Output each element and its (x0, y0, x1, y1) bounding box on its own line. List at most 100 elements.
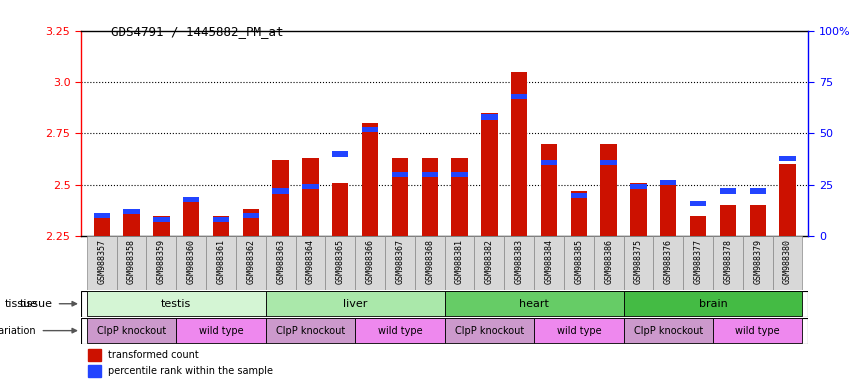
Bar (564, 236, 594, 290)
Bar (594, 236, 624, 290)
Bar (391, 158, 408, 236)
Bar (631, 184, 647, 189)
Bar (750, 205, 766, 236)
Bar (475, 236, 505, 290)
Bar (683, 236, 713, 290)
Bar (355, 318, 445, 343)
Bar (511, 72, 528, 236)
Text: tissue: tissue (20, 299, 53, 309)
Bar (534, 236, 564, 290)
Bar (183, 197, 199, 236)
Bar (94, 213, 110, 218)
Text: ClpP knockout: ClpP knockout (454, 326, 524, 336)
Bar (332, 183, 348, 236)
Text: heart: heart (519, 299, 549, 309)
Bar (444, 291, 624, 316)
Bar (720, 205, 736, 236)
Bar (213, 217, 229, 222)
Bar (89, 365, 101, 377)
Text: wild type: wild type (557, 326, 601, 336)
Bar (481, 113, 498, 236)
Text: GSM988379: GSM988379 (753, 239, 762, 284)
Bar (481, 114, 498, 119)
Bar (213, 216, 229, 236)
Text: GSM988360: GSM988360 (186, 239, 196, 284)
Bar (414, 236, 444, 290)
Bar (713, 236, 743, 290)
Bar (146, 236, 176, 290)
Bar (780, 156, 796, 161)
Text: GSM988375: GSM988375 (634, 239, 643, 284)
Bar (266, 291, 444, 316)
Bar (385, 236, 414, 290)
Bar (720, 189, 736, 194)
Text: GSM988376: GSM988376 (664, 239, 673, 284)
Text: tissue: tissue (4, 299, 37, 309)
Bar (332, 151, 348, 157)
Bar (444, 318, 534, 343)
Bar (302, 158, 318, 236)
Bar (444, 236, 475, 290)
Bar (624, 236, 654, 290)
Bar (87, 318, 176, 343)
Text: wild type: wild type (378, 326, 422, 336)
Text: ClpP knockout: ClpP knockout (97, 326, 166, 336)
Text: ClpP knockout: ClpP knockout (634, 326, 703, 336)
Text: GSM988378: GSM988378 (723, 239, 733, 284)
Bar (690, 201, 706, 206)
Bar (123, 212, 140, 236)
Text: GSM988367: GSM988367 (396, 239, 404, 284)
Bar (302, 184, 318, 189)
Text: GSM988363: GSM988363 (276, 239, 285, 284)
Text: GSM988357: GSM988357 (97, 239, 106, 284)
Text: GSM988366: GSM988366 (366, 239, 374, 284)
Bar (511, 94, 528, 99)
Text: liver: liver (343, 299, 368, 309)
Bar (571, 192, 587, 198)
Bar (362, 127, 379, 132)
Bar (272, 160, 288, 236)
Bar (89, 349, 101, 361)
Text: GSM988359: GSM988359 (157, 239, 166, 284)
Text: wild type: wild type (735, 326, 780, 336)
Bar (654, 236, 683, 290)
Bar (690, 216, 706, 236)
Bar (153, 216, 169, 236)
Text: genotype/variation: genotype/variation (0, 326, 37, 336)
Bar (391, 172, 408, 177)
Bar (534, 318, 624, 343)
Text: GSM988381: GSM988381 (455, 239, 464, 284)
Text: GSM988382: GSM988382 (485, 239, 494, 284)
Bar (87, 291, 266, 316)
Bar (87, 236, 117, 290)
Text: GSM988380: GSM988380 (783, 239, 792, 284)
Bar (773, 236, 802, 290)
Bar (243, 213, 259, 218)
Text: GSM988385: GSM988385 (574, 239, 583, 284)
Text: GSM988383: GSM988383 (515, 239, 523, 284)
Bar (272, 189, 288, 194)
Bar (505, 236, 534, 290)
Bar (541, 160, 557, 165)
Bar (713, 318, 802, 343)
Bar (750, 189, 766, 194)
Bar (176, 236, 206, 290)
Bar (325, 236, 355, 290)
Text: transformed count: transformed count (108, 350, 199, 360)
Text: GSM988362: GSM988362 (246, 239, 255, 284)
Bar (355, 236, 385, 290)
Bar (295, 236, 325, 290)
Bar (631, 183, 647, 236)
Text: percentile rank within the sample: percentile rank within the sample (108, 366, 273, 376)
Bar (451, 172, 468, 177)
Bar (243, 209, 259, 236)
Bar (624, 291, 802, 316)
Text: testis: testis (161, 299, 191, 309)
Bar (362, 123, 379, 236)
Bar (117, 236, 146, 290)
Bar (153, 217, 169, 222)
Text: GDS4791 / 1445882_PM_at: GDS4791 / 1445882_PM_at (111, 25, 283, 38)
Bar (451, 158, 468, 236)
Bar (266, 318, 355, 343)
Bar (236, 236, 266, 290)
